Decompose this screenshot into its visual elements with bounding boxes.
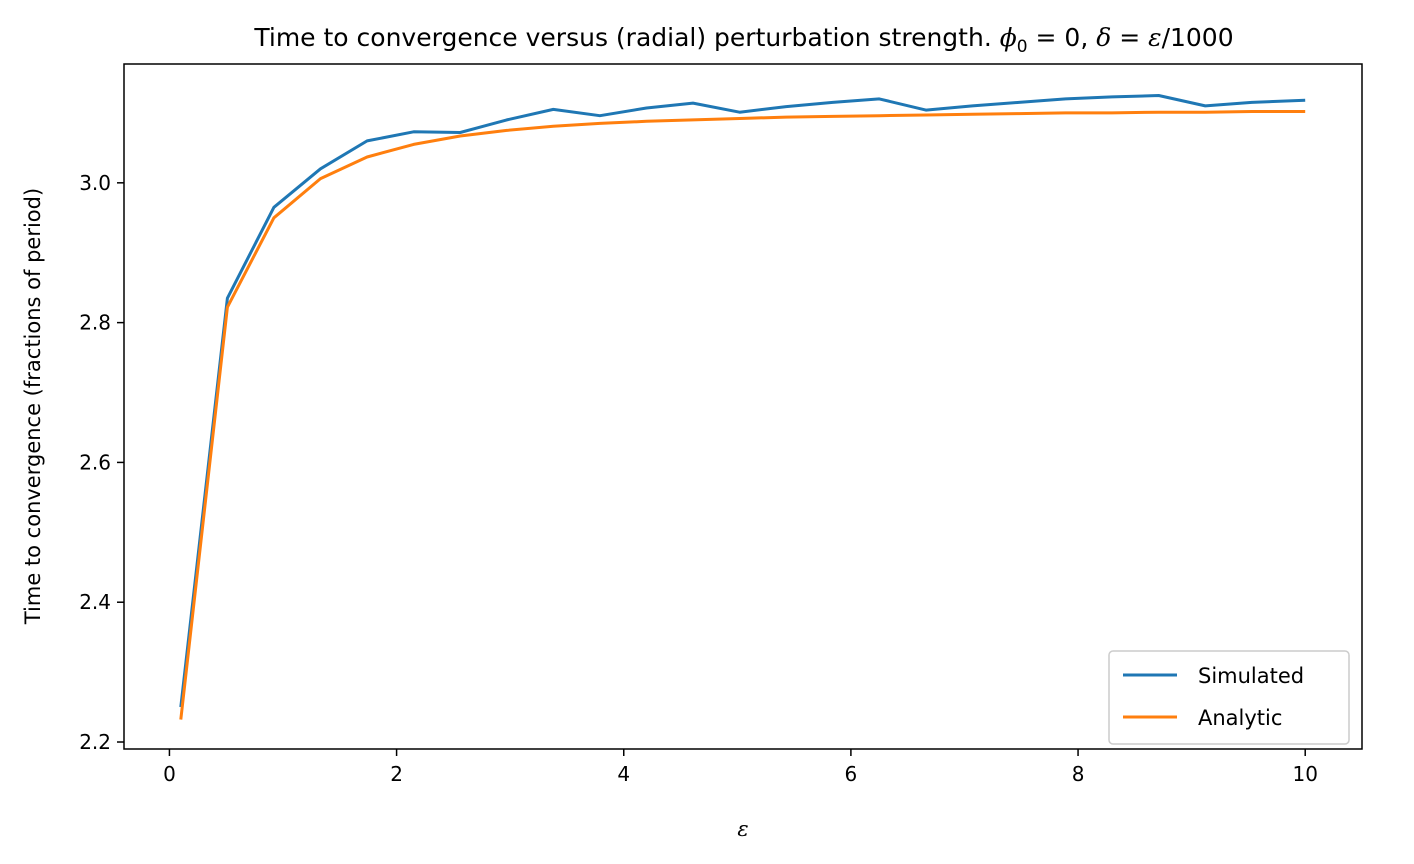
title-phi-eq: = 0, <box>1028 23 1097 52</box>
title-phi-sub: 0 <box>1017 37 1028 57</box>
x-tick-label: 8 <box>1072 762 1085 786</box>
series-line-simulated <box>179 94 1306 708</box>
chart-title: Time to convergence versus (radial) pert… <box>253 23 1233 57</box>
title-suffix: /1000 <box>1162 23 1234 52</box>
legend-label-analytic: Analytic <box>1198 706 1282 730</box>
y-tick-label: 2.8 <box>79 311 111 335</box>
title-delta-eq: = <box>1111 23 1148 52</box>
series-line-analytic <box>179 110 1306 720</box>
y-axis-label: Time to convergence (fractions of period… <box>21 188 45 625</box>
y-tick-label: 2.6 <box>79 450 111 474</box>
y-tick-label: 2.4 <box>79 590 111 614</box>
title-prefix: Time to convergence versus (radial) pert… <box>253 23 999 52</box>
x-tick-label: 4 <box>617 762 630 786</box>
x-axis-label: ε <box>737 817 748 841</box>
x-tick-label: 6 <box>845 762 858 786</box>
series-group <box>179 94 1306 720</box>
x-ticks: 0 2 4 6 8 10 <box>163 749 1318 786</box>
x-tick-label: 0 <box>163 762 176 786</box>
legend: Simulated Analytic <box>1108 650 1350 745</box>
plot-frame <box>123 63 1363 750</box>
x-tick-label: 2 <box>390 762 403 786</box>
legend-label-simulated: Simulated <box>1198 664 1304 688</box>
y-ticks: 2.2 2.4 2.6 2.8 3.0 <box>79 171 124 754</box>
y-tick-label: 3.0 <box>79 171 111 195</box>
title-delta: δ <box>1096 23 1111 52</box>
title-phi: ϕ <box>1000 23 1017 52</box>
title-eps: ε <box>1148 23 1161 52</box>
y-tick-label: 2.2 <box>79 730 111 754</box>
x-tick-label: 10 <box>1292 762 1317 786</box>
